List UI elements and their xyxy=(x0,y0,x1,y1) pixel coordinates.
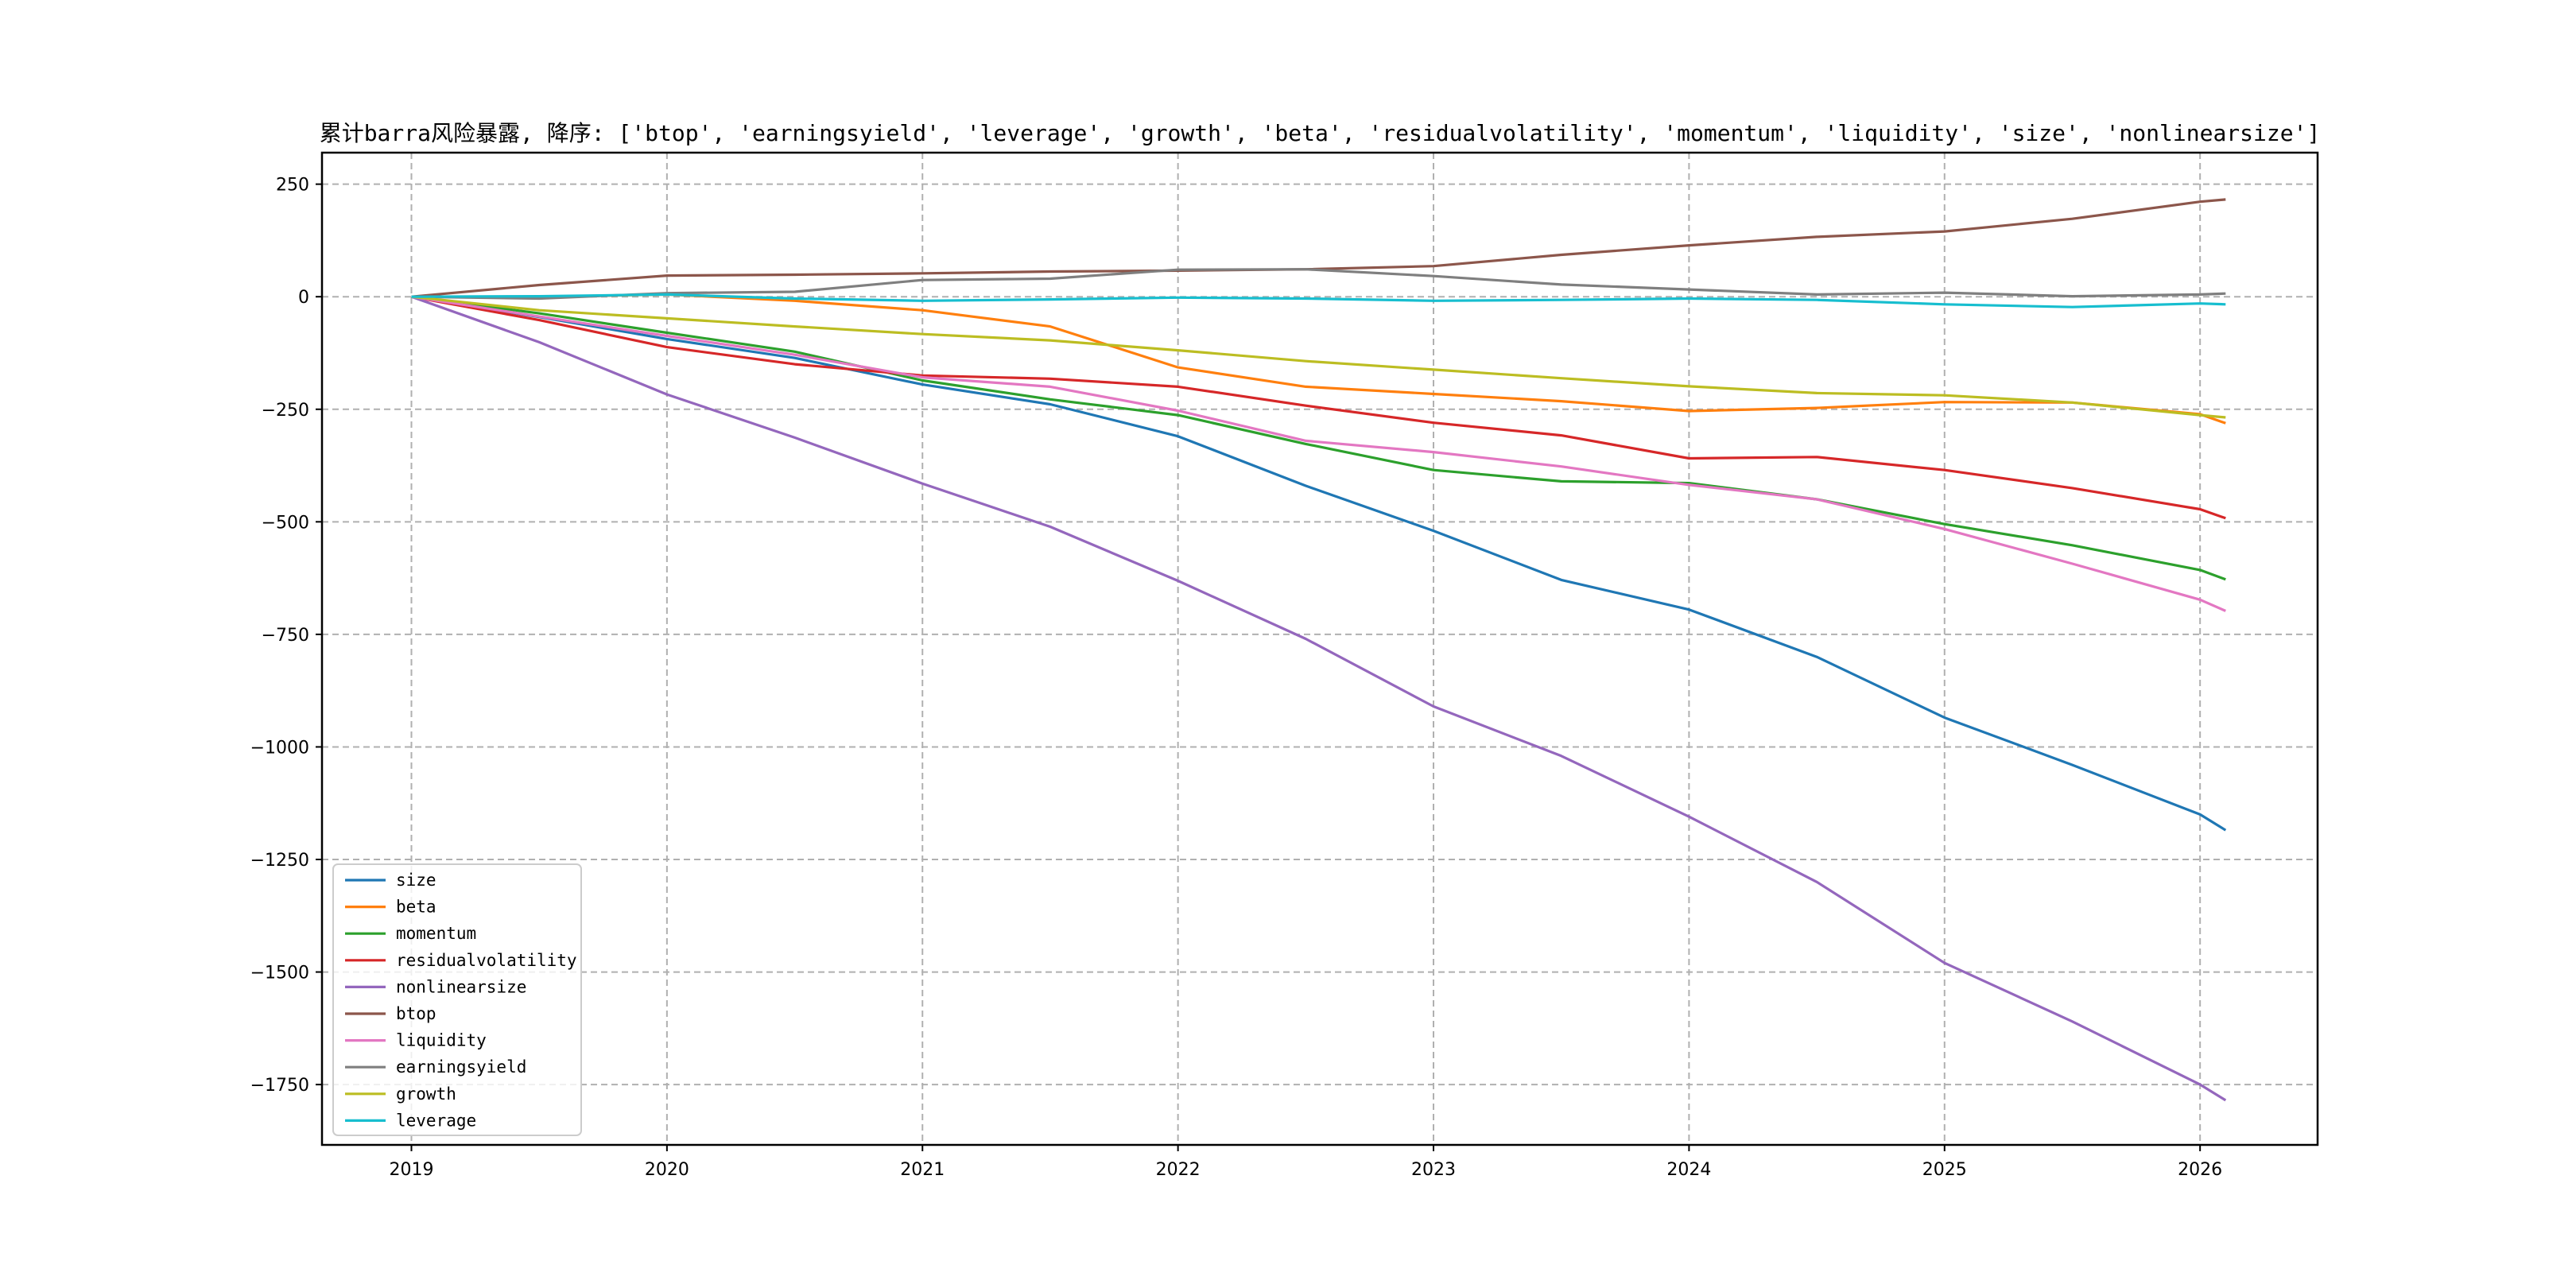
legend-label-btop: btop xyxy=(396,1004,436,1023)
y-tick-label: −1250 xyxy=(250,851,309,871)
series-line-nonlinearsize xyxy=(410,295,2227,1102)
y-tick-label: 0 xyxy=(298,288,309,308)
series-line-size xyxy=(411,295,2227,832)
y-tick-label: −750 xyxy=(262,626,309,646)
series-line-liquidity xyxy=(411,295,2226,612)
legend-box xyxy=(332,863,582,1136)
y-tick-label: −500 xyxy=(262,513,309,533)
chart-title: 累计barra风险暴露, 降序: ['btop', 'earningsyield… xyxy=(320,120,2321,146)
y-tick-label: −250 xyxy=(262,401,309,421)
legend-label-size: size xyxy=(396,871,436,890)
legend-label-earningsyield: earningsyield xyxy=(396,1057,526,1077)
legend-label-nonlinearsize: nonlinearsize xyxy=(396,977,526,996)
x-tick-label: 2024 xyxy=(1666,1160,1711,1180)
x-tick-label: 2025 xyxy=(1922,1160,1967,1180)
y-axis: 250 0 −250 −500 −750 −1000 −1250 −1500 −1750 xyxy=(250,176,322,1096)
legend-label-beta: beta xyxy=(396,898,436,917)
legend: size beta momentum residualvolatility nonlin… xyxy=(332,863,582,1136)
x-tick-label: 2019 xyxy=(389,1160,433,1180)
x-tick-label: 2020 xyxy=(645,1160,689,1180)
axes-frame xyxy=(320,151,2319,1146)
series-line-growth xyxy=(411,295,2226,419)
legend-label-momentum: momentum xyxy=(396,924,476,943)
series-line-leverage xyxy=(411,293,2226,308)
series-line-btop xyxy=(411,198,2226,298)
y-tick-label: −1000 xyxy=(250,738,309,758)
legend-label-growth: growth xyxy=(396,1084,456,1104)
series-line-momentum xyxy=(411,295,2226,581)
legend-label-liquidity: liquidity xyxy=(396,1031,487,1050)
y-tick-label: −1750 xyxy=(250,1076,309,1096)
grid xyxy=(322,153,2318,1145)
y-tick-label: −1500 xyxy=(250,964,309,983)
y-tick-label: 250 xyxy=(276,176,309,196)
x-tick-label: 2022 xyxy=(1156,1160,1201,1180)
series-line-earningsyield xyxy=(411,268,2226,301)
legend-label-residualvolatility: residualvolatility xyxy=(396,951,577,970)
x-tick-label: 2023 xyxy=(1411,1160,1456,1180)
x-tick-label: 2026 xyxy=(2178,1160,2222,1180)
series-lines xyxy=(410,198,2227,1102)
x-tick-label: 2021 xyxy=(900,1160,945,1180)
legend-label-leverage: leverage xyxy=(396,1111,476,1130)
series-line-residualvolatility xyxy=(411,295,2226,520)
x-axis: 2019 2020 2021 2022 2023 2024 2025 2026 xyxy=(389,1145,2222,1180)
